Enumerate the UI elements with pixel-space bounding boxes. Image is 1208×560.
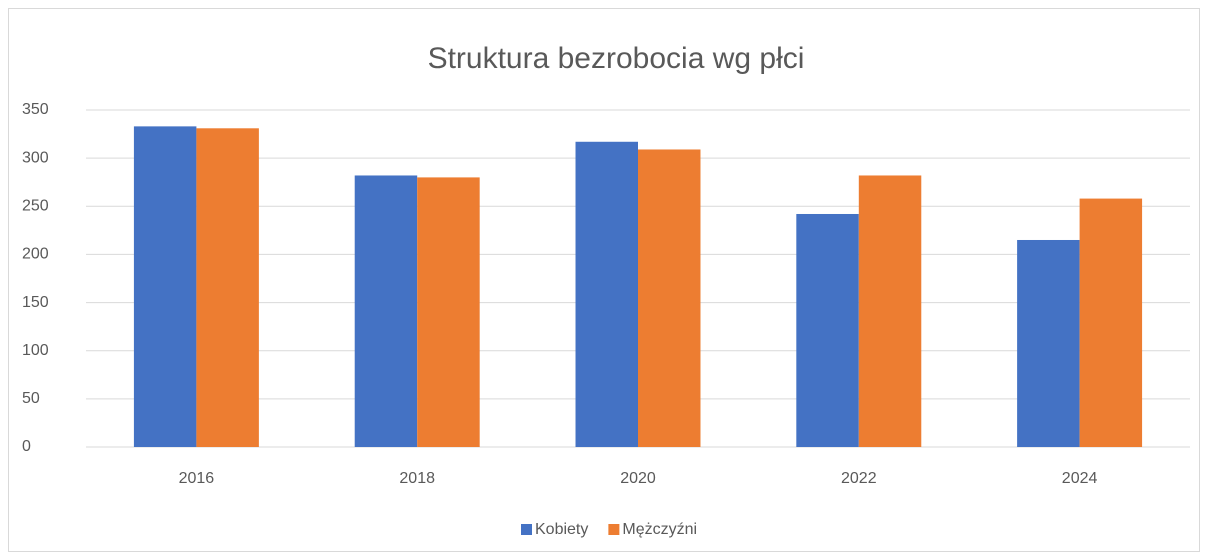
bar bbox=[858, 175, 922, 447]
x-tick-label: 2016 bbox=[179, 470, 215, 487]
x-tick-label: 2024 bbox=[1062, 470, 1098, 487]
y-tick-label: 300 bbox=[22, 149, 49, 166]
legend-swatch bbox=[521, 524, 532, 535]
y-tick-label: 200 bbox=[22, 246, 49, 263]
bar bbox=[354, 175, 418, 447]
y-tick-label: 100 bbox=[22, 342, 49, 359]
bar bbox=[638, 149, 701, 447]
x-tick-label: 2020 bbox=[620, 470, 656, 487]
bar bbox=[1079, 198, 1143, 447]
bar bbox=[796, 213, 859, 447]
x-tick-label: 2018 bbox=[399, 470, 435, 487]
y-tick-label: 250 bbox=[22, 198, 49, 215]
legend-label: Mężczyźni bbox=[622, 521, 697, 538]
legend-label: Kobiety bbox=[535, 521, 588, 538]
bar bbox=[1017, 239, 1080, 447]
legend-swatch bbox=[608, 524, 620, 535]
y-tick-label: 150 bbox=[22, 294, 49, 311]
y-tick-label: 50 bbox=[22, 390, 40, 407]
bar bbox=[196, 128, 259, 447]
y-tick-label: 350 bbox=[22, 101, 49, 118]
bar bbox=[575, 141, 638, 447]
bar bbox=[417, 177, 480, 447]
y-tick-label: 0 bbox=[22, 438, 31, 455]
chart-title: Struktura bezrobocia wg płci bbox=[428, 42, 805, 75]
x-tick-label: 2022 bbox=[841, 470, 877, 487]
bar bbox=[133, 126, 197, 448]
